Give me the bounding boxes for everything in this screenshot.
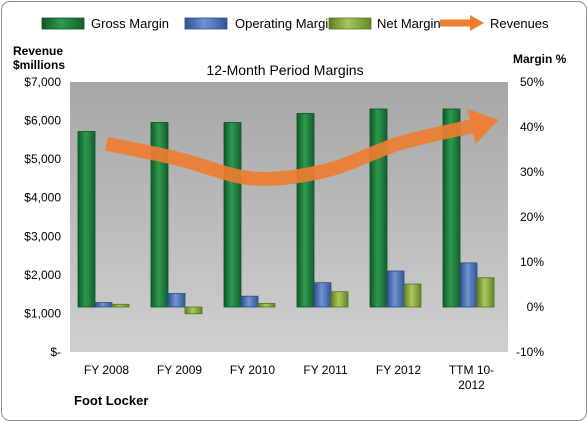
left-tick-label: $2,000 (24, 268, 61, 282)
revenue-line (105, 119, 474, 186)
bar-operating-margin (313, 282, 332, 308)
bar-net-margin (111, 303, 130, 308)
legend-swatch-revenues (440, 15, 484, 31)
legend-label-operating-margin: Operating Margin (235, 16, 335, 31)
x-axis-ticks: FY 2008 FY 2009 FY 2010 FY 2011 FY 2012 TTM 1… (84, 363, 494, 392)
left-axis-title-line2: $millions (13, 58, 65, 72)
bar-operating-margin (94, 302, 113, 308)
legend: Gross Margin Operating Margin Net Margin… (41, 15, 549, 31)
legend-label-gross-margin: Gross Margin (91, 16, 169, 31)
right-axis-ticks: -10% 0% 10% 20% 30% 40% 50% (516, 75, 544, 359)
bar-net-margin (403, 283, 422, 308)
legend-swatch-operating-margin (184, 17, 228, 30)
right-tick-label: 50% (520, 75, 544, 89)
revenue-arrowhead (467, 108, 499, 144)
bar-gross-margin (150, 122, 169, 308)
bar-gross-margin (442, 108, 461, 308)
left-tick-label: $4,000 (24, 191, 61, 205)
bar-net-margin (476, 277, 495, 308)
bar-operating-margin (386, 270, 405, 308)
bar-net-margin (257, 302, 276, 308)
bar-net-margin (330, 291, 349, 308)
right-tick-label: 20% (520, 210, 544, 224)
legend-swatch-gross-margin (41, 17, 85, 30)
x-tick-label-line2: 2012 (458, 378, 485, 392)
right-tick-label: 0% (527, 300, 545, 314)
bar-operating-margin (459, 262, 478, 308)
x-tick-label: FY 2008 (84, 363, 129, 377)
bars (77, 108, 495, 315)
bar-net-margin (184, 306, 203, 315)
x-tick-label: TTM 10- (449, 363, 494, 377)
left-tick-label: $7,000 (24, 75, 61, 89)
right-tick-label: 10% (520, 255, 544, 269)
bar-gross-margin (223, 122, 242, 308)
right-tick-label: 30% (520, 165, 544, 179)
left-axis-ticks: $- $1,000 $2,000 $3,000 $4,000 $5,000 $6,000 $7… (24, 75, 61, 359)
right-tick-label: -10% (516, 345, 544, 359)
x-tick-label: FY 2012 (376, 363, 421, 377)
left-axis-title-line1: Revenue (13, 44, 63, 58)
bar-operating-margin (167, 293, 186, 308)
legend-label-revenues: Revenues (490, 16, 549, 31)
left-tick-label: $3,000 (24, 229, 61, 243)
x-tick-label: FY 2009 (157, 363, 202, 377)
left-tick-label: $- (50, 345, 61, 359)
company-label: Foot Locker (74, 393, 148, 408)
left-tick-label: $1,000 (24, 306, 61, 320)
bar-gross-margin (296, 113, 315, 308)
x-tick-label: FY 2010 (230, 363, 275, 377)
chart-title: 12-Month Period Margins (206, 62, 363, 78)
plot-area (70, 82, 508, 352)
left-tick-label: $5,000 (24, 152, 61, 166)
right-axis-title: Margin % (513, 52, 567, 66)
bar-gross-margin (369, 108, 388, 308)
revenue-line-layer (105, 108, 499, 186)
legend-swatch-net-margin (328, 17, 372, 30)
bar-gross-margin (77, 131, 96, 308)
left-tick-label: $6,000 (24, 114, 61, 128)
right-tick-label: 40% (520, 120, 544, 134)
bar-operating-margin (240, 295, 259, 308)
legend-label-net-margin: Net Margin (377, 16, 441, 31)
x-tick-label: FY 2011 (303, 363, 348, 377)
